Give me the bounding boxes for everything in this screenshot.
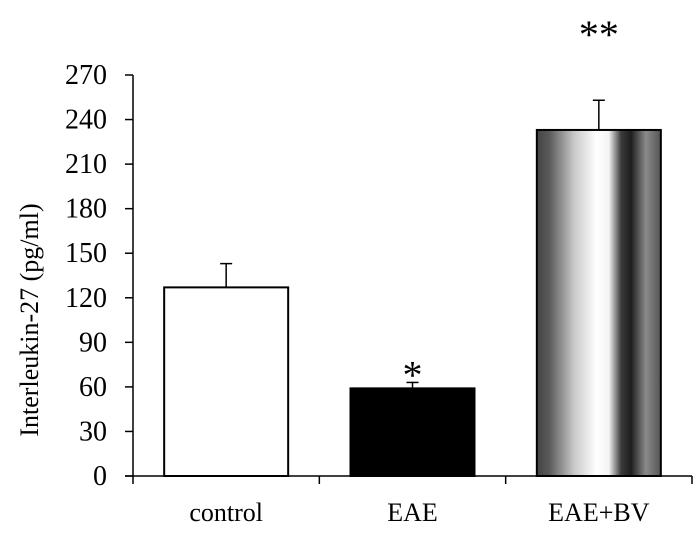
bar-eae-bv [535,128,662,478]
y-tick-label: 90 [79,327,107,358]
y-tick-label: 60 [79,372,107,403]
significance-marker: ** [579,12,619,57]
bars [163,99,662,478]
bar-eae [349,387,476,478]
y-tick-label: 120 [65,283,107,314]
labels: 0 30 60 90 120 150 180 210 240 270 control EAE * EAE+… [65,12,650,527]
significance-marker: * [403,352,423,397]
y-tick-label: 270 [65,60,107,91]
y-tick-label: 240 [65,105,107,136]
x-category-label: EAE+BV [548,498,650,527]
x-category-label: control [189,498,263,527]
y-tick-label: 150 [65,238,107,269]
y-tick-label: 210 [65,149,107,180]
y-axis-label: Interleukin-27 (pg/ml) [15,203,44,436]
y-tick-label: 180 [65,194,107,225]
x-category-label: EAE [387,498,438,527]
bar-control [163,286,290,477]
y-tick-label: 0 [93,461,107,492]
y-tick-label: 30 [79,416,107,447]
